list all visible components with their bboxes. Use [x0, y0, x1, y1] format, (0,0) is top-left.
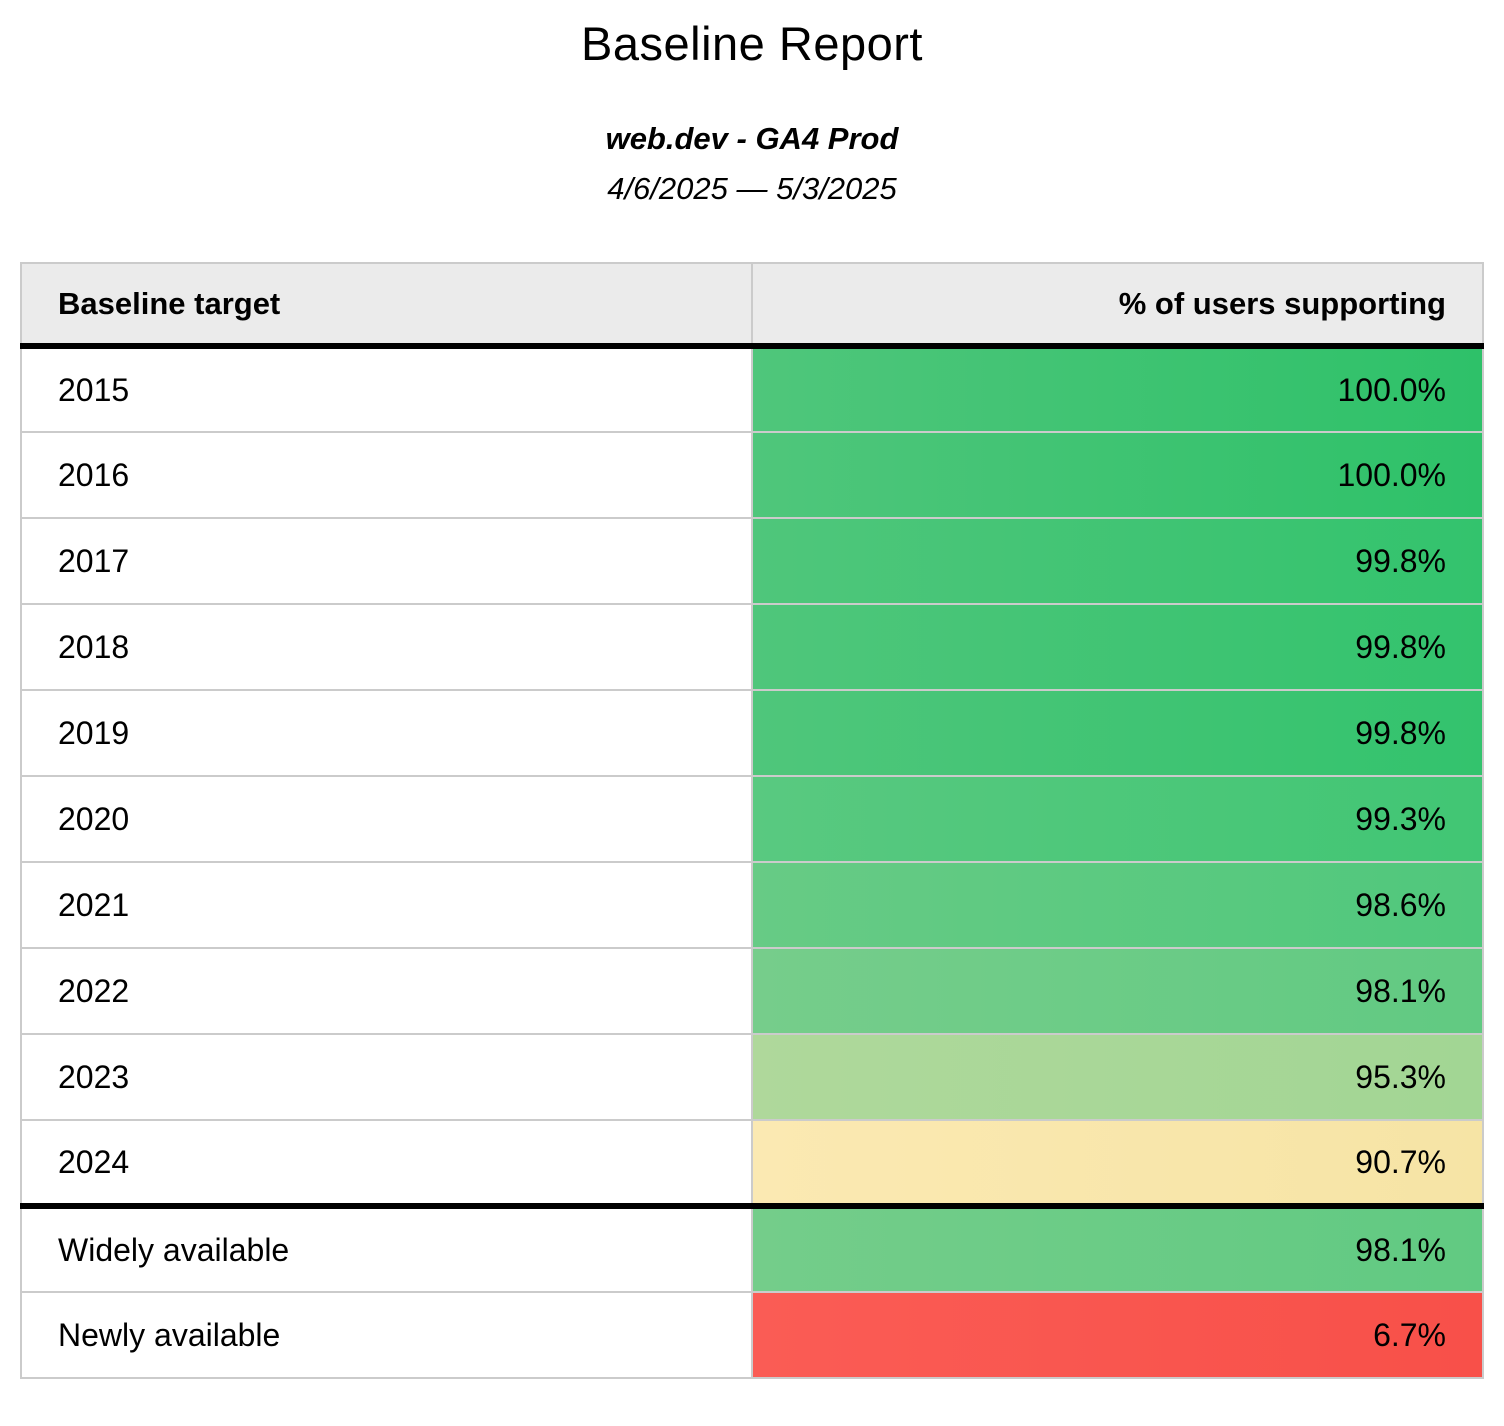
table-row-2024: 2024 90.7%	[21, 1120, 1483, 1206]
baseline-target-cell: 2021	[21, 862, 752, 948]
table-header-row: Baseline target % of users supporting	[21, 263, 1483, 346]
table-row-2015: 2015 100.0%	[21, 346, 1483, 432]
table-row-newly-available: Newly available 6.7%	[21, 1292, 1483, 1378]
percent-supporting-cell: 99.8%	[751, 518, 1483, 604]
table-row-2018: 2018 99.8%	[21, 604, 1483, 690]
baseline-target-cell: Newly available	[21, 1292, 752, 1378]
table-row-2020: 2020 99.3%	[21, 776, 1483, 862]
report-source-subtitle: web.dev - GA4 Prod	[605, 121, 899, 156]
percent-supporting-cell: 100.0%	[751, 346, 1483, 432]
percent-supporting-cell: 100.0%	[751, 432, 1483, 518]
percent-supporting-cell: 99.3%	[751, 776, 1483, 862]
percent-supporting-cell: 98.6%	[751, 862, 1483, 948]
baseline-target-cell: 2018	[21, 604, 752, 690]
baseline-target-cell: 2017	[21, 518, 752, 604]
percent-supporting-cell: 98.1%	[751, 1206, 1483, 1292]
table-row-2021: 2021 98.6%	[21, 862, 1483, 948]
table-header: Baseline target % of users supporting	[21, 263, 1483, 346]
percent-supporting-cell: 90.7%	[751, 1120, 1483, 1206]
baseline-target-cell: 2024	[21, 1120, 752, 1206]
baseline-target-cell: 2023	[21, 1034, 752, 1120]
baseline-target-cell: Widely available	[21, 1206, 752, 1292]
percent-supporting-cell: 99.8%	[751, 604, 1483, 690]
table-row-2019: 2019 99.8%	[21, 690, 1483, 776]
percent-supporting-cell: 98.1%	[751, 948, 1483, 1034]
baseline-support-table: Baseline target % of users supporting 20…	[20, 262, 1484, 1379]
baseline-target-cell: 2016	[21, 432, 752, 518]
percent-supporting-cell: 6.7%	[751, 1292, 1483, 1378]
report-date-range: 4/6/2025 — 5/3/2025	[607, 171, 897, 206]
percent-supporting-cell: 95.3%	[751, 1034, 1483, 1120]
baseline-target-cell: 2020	[21, 776, 752, 862]
table-body: 2015 100.0% 2016 100.0% 2017 99.8% 2018 …	[21, 346, 1483, 1378]
table-row-2023: 2023 95.3%	[21, 1034, 1483, 1120]
column-header-baseline-target: Baseline target	[21, 263, 752, 346]
column-header-percent-users-supporting: % of users supporting	[751, 263, 1483, 346]
page-title: Baseline Report	[581, 17, 923, 70]
baseline-target-cell: 2022	[21, 948, 752, 1034]
table-row-2016: 2016 100.0%	[21, 432, 1483, 518]
table-row-2017: 2017 99.8%	[21, 518, 1483, 604]
baseline-target-cell: 2015	[21, 346, 752, 432]
table-row-widely-available: Widely available 98.1%	[21, 1206, 1483, 1292]
percent-supporting-cell: 99.8%	[751, 690, 1483, 776]
table-row-2022: 2022 98.1%	[21, 948, 1483, 1034]
baseline-target-cell: 2019	[21, 690, 752, 776]
